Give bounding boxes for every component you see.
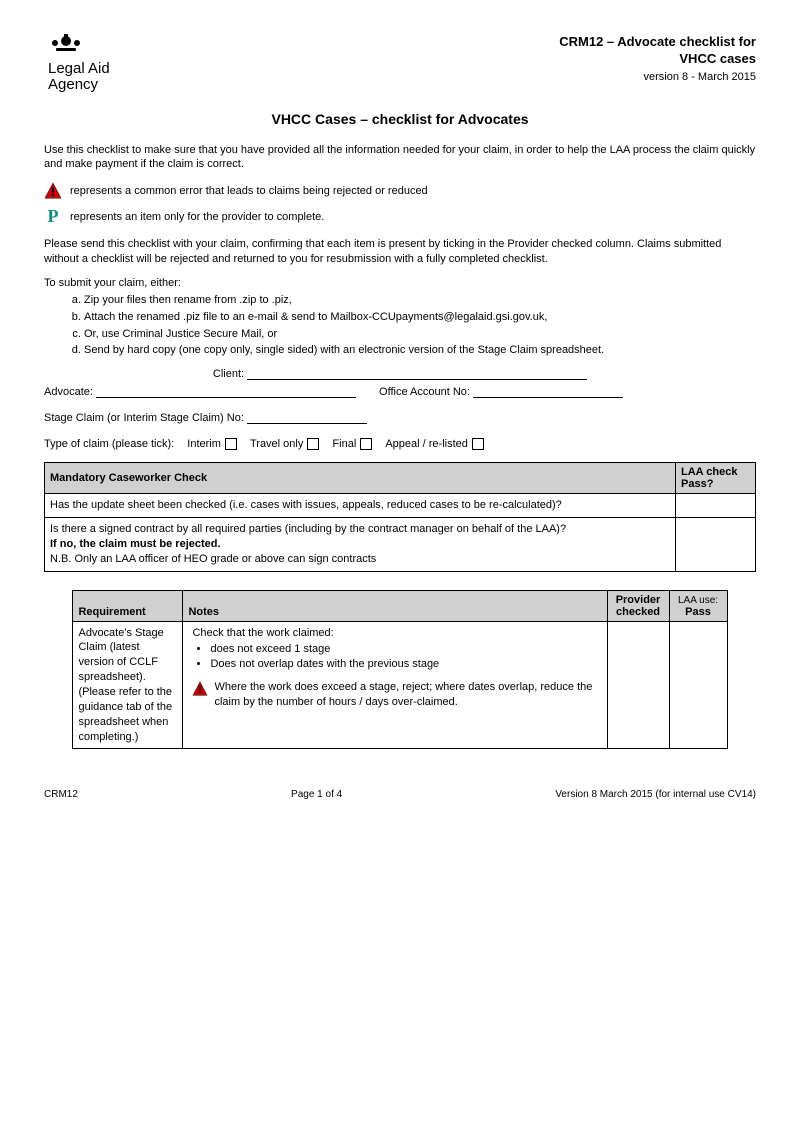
warning-icon: [192, 681, 208, 697]
header-right: CRM12 – Advocate checklist for VHCC case…: [559, 34, 756, 84]
advocate-input-line[interactable]: [96, 386, 356, 398]
claim-type-row: Type of claim (please tick): Interim Tra…: [44, 438, 756, 450]
mandatory-row2-cell: Is there a signed contract by all requir…: [45, 518, 676, 572]
handling-paragraph-2: To submit your claim, either:: [44, 277, 756, 289]
mandatory-row2-note: N.B. Only an LAA officer of HEO grade or…: [50, 552, 670, 567]
header-right-line1: CRM12 – Advocate checklist for: [559, 34, 756, 51]
req-row1-laa-pass[interactable]: [669, 621, 727, 749]
stage-input-line[interactable]: [247, 412, 367, 424]
mandatory-row1-text: Has the update sheet been checked (i.e. …: [45, 494, 676, 518]
legend-warning: represents a common error that leads to …: [44, 182, 756, 200]
table-row: Has the update sheet been checked (i.e. …: [45, 494, 756, 518]
type-label: Type of claim (please tick):: [44, 438, 174, 450]
type-option-appeal-label: Appeal / re-listed: [385, 438, 468, 450]
stage-label: Stage Claim (or Interim Stage Claim) No:: [44, 412, 244, 424]
checkbox-icon: [225, 438, 237, 450]
legend-provider-text: represents an item only for the provider…: [70, 211, 324, 223]
footer-center: Page 1 of 4: [291, 789, 342, 800]
type-option-final[interactable]: Final: [332, 438, 372, 450]
mandatory-row1-pass[interactable]: [676, 494, 756, 518]
mandatory-header-left: Mandatory Caseworker Check: [45, 463, 676, 494]
intro-paragraph: Use this checklist to make sure that you…: [44, 143, 756, 173]
type-option-appeal[interactable]: Appeal / re-listed: [385, 438, 484, 450]
req-row1-notes: Check that the work claimed: does not ex…: [183, 621, 607, 749]
legend-provider: P represents an item only for the provid…: [44, 206, 756, 227]
type-option-travel[interactable]: Travel only: [250, 438, 319, 450]
header-right-line2: VHCC cases: [559, 51, 756, 68]
submission-option-a: Zip your files then rename from .zip to …: [84, 293, 756, 308]
req-row1-provider-checked[interactable]: [607, 621, 669, 749]
mandatory-row2-text-a: Is there a signed contract by all requir…: [50, 522, 670, 537]
advocate-label: Advocate:: [44, 386, 93, 398]
client-label: Client:: [213, 368, 244, 380]
checkbox-icon: [360, 438, 372, 450]
type-option-interim-label: Interim: [187, 438, 221, 450]
req-row1-note-intro: Check that the work claimed:: [192, 626, 601, 641]
req-col-laa-pass: Pass: [675, 606, 722, 618]
header-right-line3: version 8 - March 2015: [559, 70, 756, 84]
submission-option-c: Or, use Criminal Justice Secure Mail, or: [84, 327, 756, 342]
client-input-line[interactable]: [247, 368, 587, 380]
type-option-travel-label: Travel only: [250, 438, 303, 450]
stage-claim-row: Stage Claim (or Interim Stage Claim) No:: [44, 412, 756, 424]
warning-icon: [44, 182, 62, 200]
crest-icon: [48, 32, 84, 58]
req-row1-bullet-1: does not exceed 1 stage: [210, 642, 601, 657]
footer-right: Version 8 March 2015 (for internal use C…: [555, 789, 756, 800]
client-field-row: Client:: [44, 368, 756, 380]
submission-option-b: Attach the renamed .piz file to an e-mai…: [84, 310, 756, 325]
type-option-final-label: Final: [332, 438, 356, 450]
requirements-table: Requirement Notes Provider checked LAA u…: [72, 590, 727, 750]
checkbox-icon: [472, 438, 484, 450]
page-footer: CRM12 Page 1 of 4 Version 8 March 2015 (…: [44, 789, 756, 800]
req-row1-requirement: Advocate's Stage Claim (latest version o…: [73, 621, 183, 749]
req-col-provider: Provider checked: [607, 590, 669, 621]
handling-paragraph-1: Please send this checklist with your cla…: [44, 237, 756, 267]
req-col-laa-top: LAA use:: [675, 595, 722, 606]
req-row1-warning-text: Where the work does exceed a stage, reje…: [214, 680, 601, 710]
req-col-requirement: Requirement: [73, 590, 183, 621]
submission-option-d: Send by hard copy (one copy only, single…: [84, 343, 756, 358]
req-col-notes: Notes: [183, 590, 607, 621]
checkbox-icon: [307, 438, 319, 450]
document-title: VHCC Cases – checklist for Advocates: [44, 111, 756, 127]
type-option-interim[interactable]: Interim: [187, 438, 237, 450]
agency-name-line1: Legal Aid: [48, 60, 110, 77]
req-row1-bullet-2: Does not overlap dates with the previous…: [210, 657, 601, 672]
table-header-row: Requirement Notes Provider checked LAA u…: [73, 590, 727, 621]
advocate-office-row: Advocate: Office Account No:: [44, 386, 756, 398]
legend-warning-text: represents a common error that leads to …: [70, 185, 428, 197]
mandatory-row2-pass[interactable]: [676, 518, 756, 572]
mandatory-check-table: Mandatory Caseworker Check LAA check Pas…: [44, 462, 756, 571]
document-page: Legal Aid Agency CRM12 – Advocate checkl…: [0, 0, 800, 840]
header: Legal Aid Agency CRM12 – Advocate checkl…: [44, 28, 756, 97]
req-row1-warning: Where the work does exceed a stage, reje…: [192, 680, 601, 710]
submission-options: Zip your files then rename from .zip to …: [44, 293, 756, 358]
agency-name: Legal Aid Agency: [48, 61, 110, 93]
mandatory-header-right: LAA check Pass?: [676, 463, 756, 494]
table-row: Advocate's Stage Claim (latest version o…: [73, 621, 727, 749]
req-col-laa: LAA use: Pass: [669, 590, 727, 621]
mandatory-row2-text-b: If no, the claim must be rejected.: [50, 537, 670, 552]
office-label: Office Account No:: [379, 386, 470, 398]
agency-logo-box: Legal Aid Agency: [44, 28, 116, 97]
table-header-row: Mandatory Caseworker Check LAA check Pas…: [45, 463, 756, 494]
footer-left: CRM12: [44, 789, 78, 800]
table-row: Is there a signed contract by all requir…: [45, 518, 756, 572]
provider-icon: P: [44, 206, 62, 227]
office-input-line[interactable]: [473, 386, 623, 398]
agency-name-line2: Agency: [48, 76, 98, 93]
